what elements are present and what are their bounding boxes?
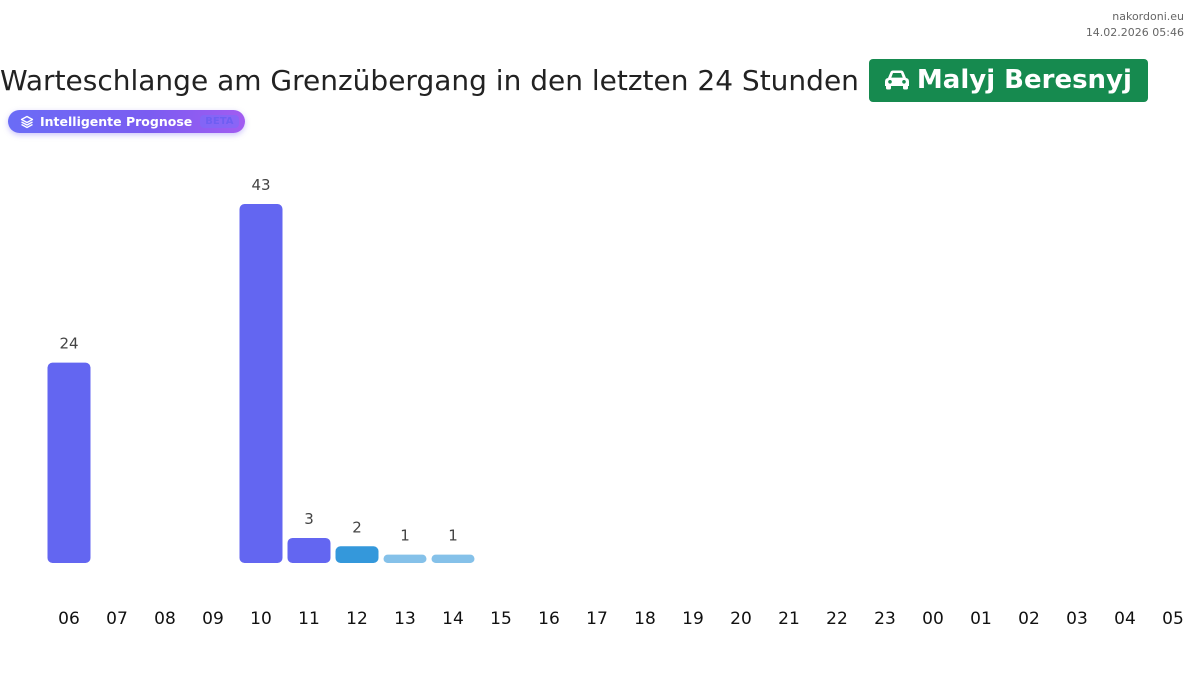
bar-11[interactable] xyxy=(287,537,331,563)
data-label-10: 43 xyxy=(251,176,270,194)
x-tick-label: 13 xyxy=(394,609,416,629)
x-tick-label: 22 xyxy=(826,609,848,629)
x-tick-label: 20 xyxy=(730,609,752,629)
page-title: Warteschlange am Grenzübergang in den le… xyxy=(0,63,859,97)
x-tick-label: 23 xyxy=(874,609,896,629)
data-label-06: 24 xyxy=(59,335,78,353)
x-tick-label: 00 xyxy=(922,609,944,629)
data-label-12: 2 xyxy=(352,518,362,536)
site-name: nakordoni.eu xyxy=(1112,10,1184,23)
page-header: Warteschlange am Grenzübergang in den le… xyxy=(0,58,1148,102)
x-tick-label: 10 xyxy=(250,609,272,629)
car-icon xyxy=(884,70,909,90)
x-tick-label: 01 xyxy=(970,609,992,629)
timestamp: 14.02.2026 05:46 xyxy=(1085,26,1184,39)
x-tick-label: 17 xyxy=(586,609,608,629)
x-tick-label: 08 xyxy=(154,609,176,629)
x-tick-label: 12 xyxy=(346,609,368,629)
x-tick-label: 07 xyxy=(106,609,128,629)
intelligent-forecast-badge[interactable]: Intelligente Prognose BETA xyxy=(8,110,245,133)
x-tick-label: 04 xyxy=(1114,609,1136,629)
data-label-13: 1 xyxy=(400,527,410,545)
ai-badge-label: Intelligente Prognose xyxy=(40,114,193,129)
bar-14[interactable] xyxy=(431,554,475,563)
x-tick-label: 09 xyxy=(202,609,224,629)
x-tick-label: 03 xyxy=(1066,609,1088,629)
x-tick-label: 05 xyxy=(1162,609,1184,629)
x-tick-label: 02 xyxy=(1018,609,1040,629)
bar-13[interactable] xyxy=(383,554,427,563)
x-tick-label: 19 xyxy=(682,609,704,629)
layers-icon xyxy=(20,115,34,128)
bar-10[interactable] xyxy=(239,204,283,563)
x-tick-label: 06 xyxy=(58,609,80,629)
site-meta: nakordoni.eu 14.02.2026 05:46 xyxy=(1086,9,1184,41)
crossing-name: Malyj Beresnyj xyxy=(916,65,1132,95)
x-tick-label: 16 xyxy=(538,609,560,629)
data-label-11: 3 xyxy=(304,510,314,528)
crossing-badge[interactable]: Malyj Beresnyj xyxy=(868,58,1148,102)
x-tick-label: 11 xyxy=(298,609,320,629)
data-label-14: 1 xyxy=(448,527,458,545)
bar-06[interactable] xyxy=(47,362,91,563)
bar-12[interactable] xyxy=(335,546,379,563)
x-tick-label: 14 xyxy=(442,609,464,629)
x-tick-label: 15 xyxy=(490,609,512,629)
beta-tag: BETA xyxy=(200,115,239,128)
x-tick-label: 21 xyxy=(778,609,800,629)
x-tick-label: 18 xyxy=(634,609,656,629)
